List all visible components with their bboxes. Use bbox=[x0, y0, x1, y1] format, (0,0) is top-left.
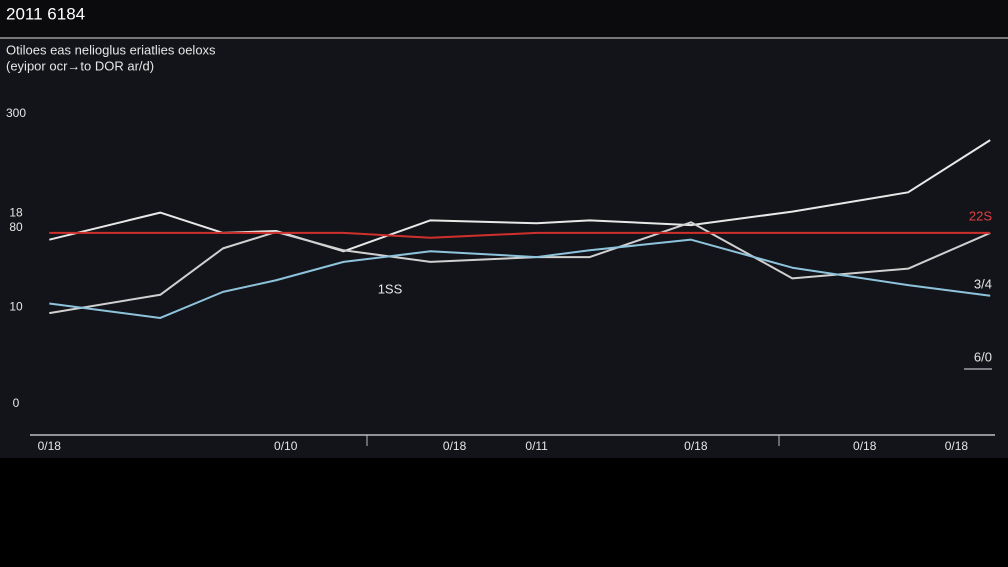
x-tick-label: 0/18 bbox=[684, 439, 708, 453]
y-tick-label: 10 bbox=[9, 300, 23, 314]
annotation: 22S bbox=[969, 208, 992, 223]
x-tick-label: 0/11 bbox=[525, 439, 548, 453]
chart-subtitle: Otiloes eas nelioglus eriatlies oeloxs bbox=[6, 42, 216, 57]
y-tick-label: 80 bbox=[9, 220, 23, 234]
header-background bbox=[0, 0, 1008, 38]
chart-subtitle: (eyipor ocr→to DOR ar/d) bbox=[6, 58, 154, 73]
annotation: 1SS bbox=[378, 281, 403, 296]
y-tick-label: 18 bbox=[9, 206, 23, 220]
y-tick-label: 0 bbox=[13, 396, 20, 410]
x-tick-label: 0/18 bbox=[443, 439, 467, 453]
x-tick-label: 0/10 bbox=[274, 439, 298, 453]
series-line bbox=[49, 139, 991, 253]
series-line bbox=[49, 238, 991, 319]
x-tick-label: 0/18 bbox=[38, 439, 62, 453]
series-line bbox=[49, 231, 991, 239]
annotation: 3/4 bbox=[974, 276, 992, 291]
x-tick-label: 0/18 bbox=[853, 439, 877, 453]
annotation: 6/0 bbox=[974, 349, 992, 364]
series-line bbox=[49, 221, 991, 315]
plot-background bbox=[0, 0, 1008, 458]
y-tick-label: 300 bbox=[6, 106, 26, 120]
x-tick-label: 0/18 bbox=[945, 439, 969, 453]
chart-title: 2011 6184 bbox=[6, 4, 85, 23]
